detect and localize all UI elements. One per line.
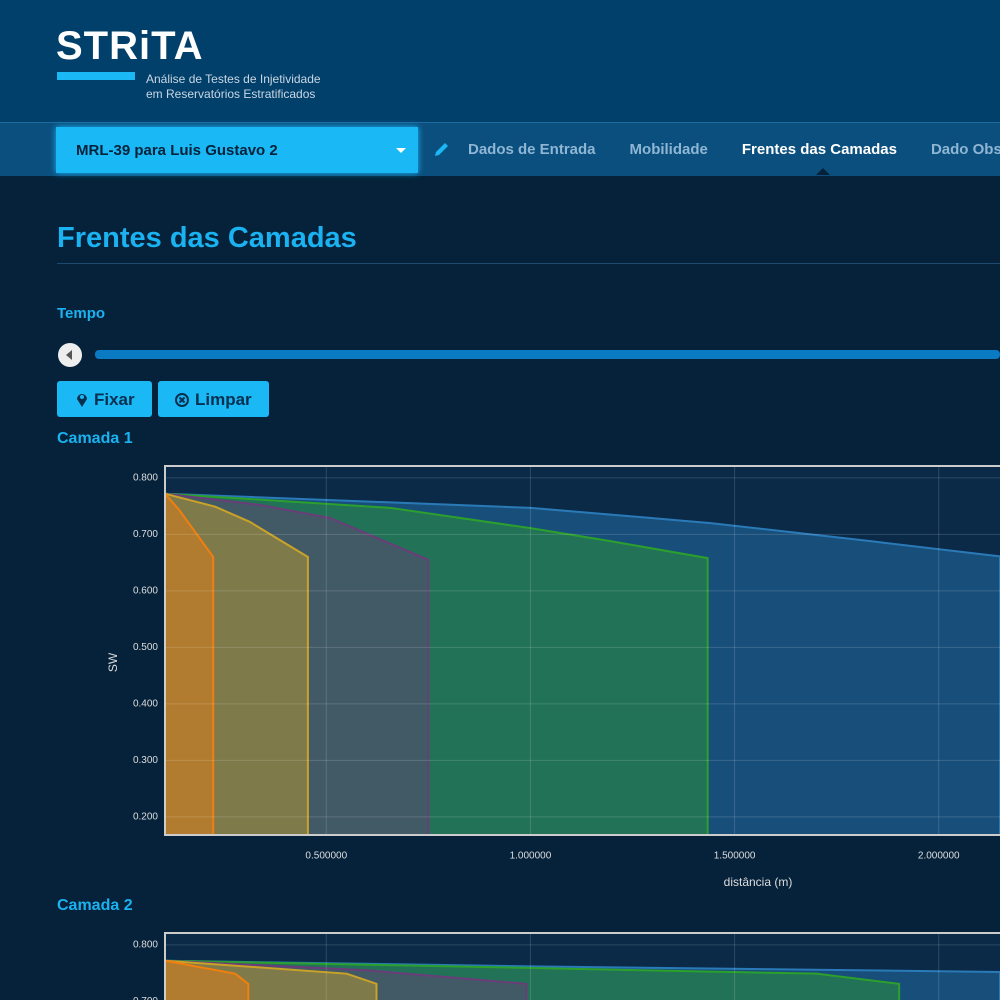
front-line	[165, 959, 378, 1000]
area-fill	[165, 493, 708, 835]
x-tick-label: 1.500000	[714, 851, 756, 862]
button-text: Limpar	[195, 390, 252, 409]
y-tick-label: 0.700	[133, 529, 158, 540]
logo: STRiTA	[56, 24, 204, 68]
front-line	[165, 959, 250, 1000]
area-fill	[165, 960, 900, 1000]
area-fill	[165, 493, 429, 835]
selector-text: MRL-39 para Luis Gustavo 2	[76, 142, 278, 159]
clear-icon	[175, 393, 189, 407]
tabs: Dados de Entrada Mobilidade Frentes das Ca…	[468, 141, 1000, 158]
front-line	[165, 959, 528, 1000]
tab[interactable]: Dados de Entrada	[468, 141, 596, 158]
tab[interactable]: Dado Obs	[930, 141, 1000, 158]
area-fill	[165, 493, 214, 835]
plot-area	[165, 492, 1000, 835]
y-tick-label: 0.600	[133, 586, 158, 597]
plot-frame	[164, 932, 1000, 1000]
y-tick-label: 0.400	[133, 699, 158, 710]
slider-track[interactable]	[95, 350, 1000, 359]
knob-icon	[66, 350, 72, 360]
y-tick-label: 0.300	[133, 755, 158, 766]
slider-knob[interactable]	[58, 343, 82, 367]
tagline: em Reservatórios Estratificados	[146, 87, 316, 101]
chart-title: Camada 2	[57, 897, 133, 914]
x-tick-label: 0.500000	[305, 851, 347, 862]
nav-bar: MRL-39 para Luis Gustavo 2 Dados de Entr…	[0, 122, 1000, 176]
x-axis-label: distância (m)	[724, 875, 793, 889]
chart-title: Camada 1	[57, 430, 133, 447]
y-tick-label: 0.700	[133, 996, 158, 1000]
x-tick-label: 2.000000	[918, 851, 960, 862]
active-pointer	[816, 168, 830, 175]
tab[interactable]: Frentes das Camadas	[741, 141, 897, 158]
front-line	[165, 959, 901, 1000]
button-text: Fixar	[94, 390, 135, 409]
front-line	[165, 493, 215, 835]
area-fill	[165, 960, 249, 1000]
divider	[57, 263, 1000, 264]
front-line	[165, 492, 709, 835]
area-fill	[165, 960, 527, 1000]
area-fill	[165, 493, 1000, 835]
front-line	[165, 492, 1000, 835]
y-tick-label: 0.800	[133, 473, 158, 484]
tab[interactable]: Mobilidade	[629, 141, 708, 158]
front-line	[165, 492, 430, 835]
edit-icon[interactable]	[433, 140, 451, 158]
header: STRiTA Análise de Testes de Injetividade…	[0, 0, 1000, 122]
slider-label: Tempo	[57, 305, 106, 322]
logo-bar	[57, 72, 135, 80]
case-selector[interactable]: MRL-39 para Luis Gustavo 2	[56, 127, 418, 173]
plot-bg	[165, 466, 1000, 835]
page-title: Frentes das Camadas	[57, 222, 357, 254]
front-line	[165, 492, 309, 835]
caret	[396, 148, 406, 153]
y-tick-label: 0.200	[133, 812, 158, 823]
plot-frame	[164, 465, 1000, 836]
tagline: Análise de Testes de Injetividade	[146, 72, 321, 86]
y-tick-label: 0.500	[133, 642, 158, 653]
area-fill	[165, 493, 308, 835]
clear-button[interactable]: Limpar	[158, 381, 269, 417]
fix-button[interactable]: Fixar	[57, 381, 152, 417]
plot-area	[165, 959, 1000, 1000]
y-tick-label: 0.800	[133, 940, 158, 951]
pin-icon	[77, 394, 87, 407]
x-tick-label: 1.000000	[510, 851, 552, 862]
y-axis-label: SW	[106, 652, 120, 672]
